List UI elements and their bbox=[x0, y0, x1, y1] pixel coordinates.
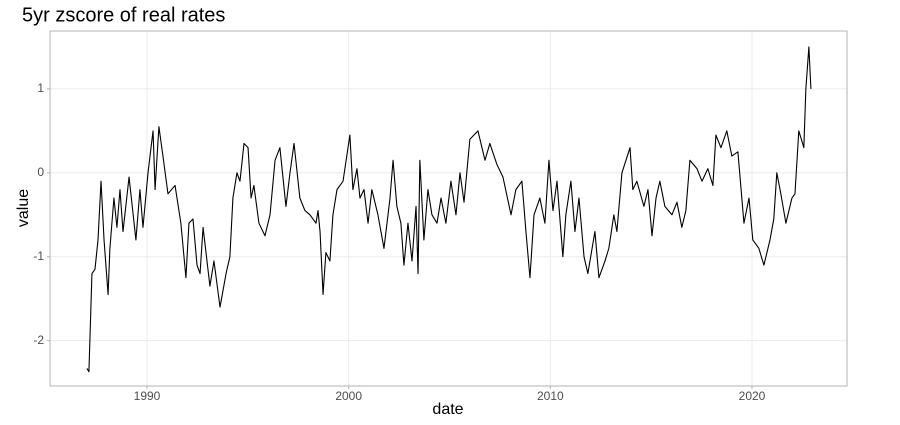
x-tick-label: 2020 bbox=[739, 389, 766, 403]
y-tick-label: 0 bbox=[37, 165, 44, 179]
x-axis-title: date bbox=[432, 401, 463, 418]
x-tick-label: 2000 bbox=[335, 389, 362, 403]
y-tick-label: 1 bbox=[37, 81, 44, 95]
y-tick-label: -1 bbox=[33, 249, 44, 263]
y-tick-label: -2 bbox=[33, 333, 44, 347]
x-tick-label: 1990 bbox=[134, 389, 161, 403]
plot-panel bbox=[50, 31, 847, 386]
plot-border bbox=[49, 30, 848, 387]
chart-title: 5yr zscore of real rates bbox=[22, 4, 225, 26]
data-line bbox=[86, 46, 812, 373]
x-tick-label: 2010 bbox=[537, 389, 564, 403]
y-axis-title: value bbox=[15, 189, 32, 227]
